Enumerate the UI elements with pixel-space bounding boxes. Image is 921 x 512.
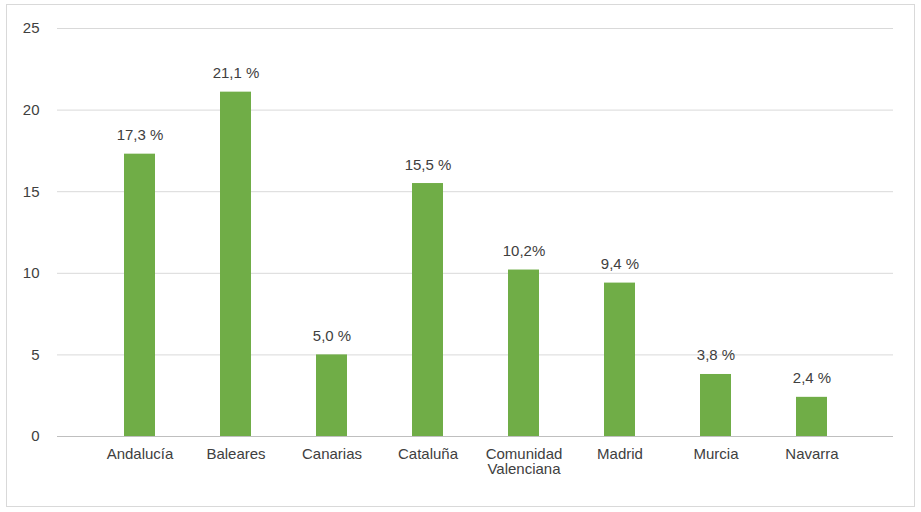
svg-text:25: 25 bbox=[23, 19, 40, 36]
svg-text:3,8 %: 3,8 % bbox=[697, 346, 735, 363]
svg-text:5: 5 bbox=[31, 346, 39, 363]
svg-text:Canarias: Canarias bbox=[302, 445, 362, 462]
svg-text:2,4 %: 2,4 % bbox=[793, 369, 831, 386]
svg-text:Andalucía: Andalucía bbox=[107, 445, 174, 462]
svg-text:15: 15 bbox=[23, 183, 40, 200]
svg-text:20: 20 bbox=[23, 101, 40, 118]
svg-text:15,5 %: 15,5 % bbox=[405, 156, 452, 173]
svg-text:21,1 %: 21,1 % bbox=[213, 64, 260, 81]
svg-text:Madrid: Madrid bbox=[597, 445, 643, 462]
svg-text:17,3 %: 17,3 % bbox=[117, 126, 164, 143]
svg-text:Navarra: Navarra bbox=[785, 445, 839, 462]
svg-text:Cataluña: Cataluña bbox=[398, 445, 459, 462]
svg-text:9,4 %: 9,4 % bbox=[601, 255, 639, 272]
svg-text:5,0 %: 5,0 % bbox=[313, 327, 351, 344]
svg-text:10,2%: 10,2% bbox=[503, 242, 546, 259]
svg-text:Murcia: Murcia bbox=[693, 445, 739, 462]
svg-text:Baleares: Baleares bbox=[206, 445, 265, 462]
svg-text:0: 0 bbox=[31, 427, 39, 444]
svg-text:10: 10 bbox=[23, 264, 40, 281]
svg-text:ComunidadValenciana: ComunidadValenciana bbox=[486, 445, 563, 477]
